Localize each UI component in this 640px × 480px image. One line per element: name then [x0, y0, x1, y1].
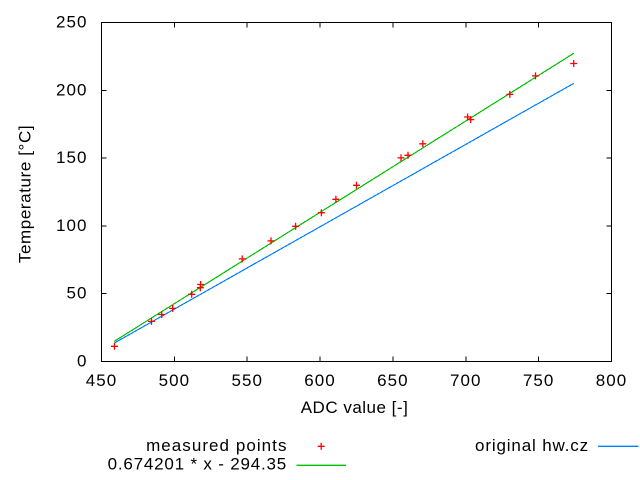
svg-text:750: 750 [523, 371, 555, 390]
svg-text:800: 800 [596, 371, 628, 390]
svg-text:500: 500 [159, 371, 191, 390]
svg-text:600: 600 [304, 371, 336, 390]
svg-text:250: 250 [56, 13, 88, 32]
svg-text:measured points: measured points [146, 436, 287, 455]
svg-text:0.674201 * x - 294.35: 0.674201 * x - 294.35 [108, 455, 287, 474]
svg-text:50: 50 [66, 284, 87, 303]
svg-text:ADC value [-]: ADC value [-] [301, 398, 409, 417]
svg-text:150: 150 [56, 148, 88, 167]
svg-text:original hw.cz: original hw.cz [475, 436, 589, 455]
svg-text:450: 450 [86, 371, 118, 390]
svg-text:Temperature [°C]: Temperature [°C] [16, 125, 35, 263]
svg-text:0: 0 [77, 352, 88, 371]
svg-text:650: 650 [377, 371, 409, 390]
svg-text:200: 200 [56, 80, 88, 99]
svg-text:550: 550 [231, 371, 263, 390]
svg-text:700: 700 [450, 371, 482, 390]
svg-text:100: 100 [56, 216, 88, 235]
